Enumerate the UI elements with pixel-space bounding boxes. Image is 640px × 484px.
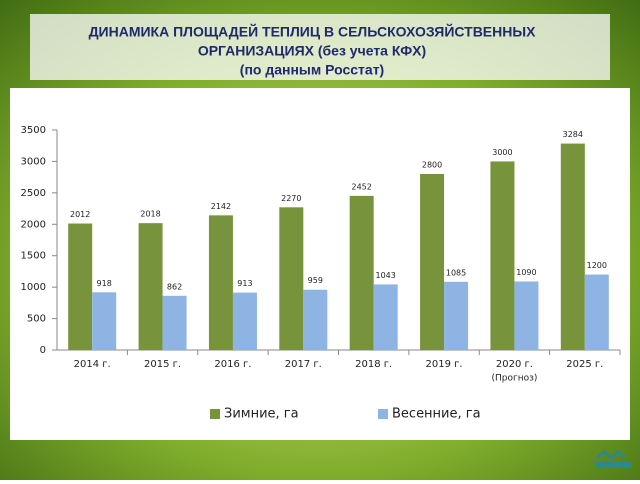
- x-tick-label: 2018 г.: [355, 359, 392, 370]
- legend-swatch: [378, 409, 388, 419]
- data-label: 2018: [140, 210, 160, 219]
- bar: [514, 281, 539, 350]
- y-tick-label: 1500: [21, 251, 46, 262]
- legend-label: Весенние, га: [392, 407, 481, 422]
- chart-title: ДИНАМИКА ПЛОЩАДЕЙ ТЕПЛИЦ В СЕЛЬСКОХОЗЯЙС…: [89, 23, 537, 40]
- x-tick-label: 2014 г.: [74, 359, 111, 370]
- data-label: 1085: [446, 268, 466, 277]
- bar: [584, 274, 609, 350]
- bar: [162, 295, 187, 350]
- y-tick-label: 2500: [21, 188, 46, 199]
- data-label: 1090: [516, 268, 536, 277]
- data-label: 2142: [211, 202, 231, 211]
- chart-title: ОРГАНИЗАЦИЯХ (без учета КФХ): [198, 43, 426, 59]
- x-note: (Прогноз): [491, 374, 537, 384]
- data-label: 1043: [376, 271, 396, 280]
- title-band: [30, 14, 610, 80]
- bar: [373, 284, 398, 350]
- bar: [138, 223, 163, 350]
- bar: [420, 174, 445, 350]
- x-tick-label: 2020 г.: [496, 359, 533, 370]
- logo: [596, 450, 632, 468]
- y-tick-label: 3500: [21, 125, 46, 136]
- data-label: 918: [97, 279, 112, 288]
- bar: [208, 215, 233, 350]
- bar: [279, 207, 304, 350]
- chart-area: [10, 88, 630, 440]
- y-tick-label: 2000: [21, 219, 46, 230]
- data-label: 3000: [492, 148, 512, 157]
- bar: [92, 292, 117, 350]
- bar: [444, 281, 469, 350]
- data-label: 959: [308, 276, 323, 285]
- data-label: 2800: [422, 161, 442, 170]
- x-tick-label: 2019 г.: [426, 359, 463, 370]
- data-label: 1200: [587, 261, 607, 270]
- legend-swatch: [210, 409, 220, 419]
- data-label: 3284: [563, 130, 583, 139]
- x-tick-label: 2025 г.: [566, 359, 603, 370]
- bar: [490, 161, 515, 350]
- bar: [349, 195, 374, 350]
- y-tick-label: 3000: [21, 156, 46, 167]
- bar: [68, 223, 93, 350]
- y-tick-label: 500: [27, 314, 46, 325]
- data-label: 913: [237, 279, 252, 288]
- x-tick-label: 2016 г.: [214, 359, 251, 370]
- bar: [232, 292, 257, 350]
- chart-title: (по данным Росстат): [240, 62, 384, 78]
- y-tick-label: 1000: [21, 282, 46, 293]
- y-tick-label: 0: [40, 345, 46, 356]
- bar: [560, 143, 585, 350]
- data-label: 862: [167, 282, 182, 291]
- x-tick-label: 2017 г.: [285, 359, 322, 370]
- data-label: 2452: [352, 182, 372, 191]
- data-label: 2270: [281, 194, 301, 203]
- legend-label: Зимние, га: [224, 407, 299, 422]
- data-label: 2012: [70, 210, 90, 219]
- x-tick-label: 2015 г.: [144, 359, 181, 370]
- bar: [303, 289, 328, 350]
